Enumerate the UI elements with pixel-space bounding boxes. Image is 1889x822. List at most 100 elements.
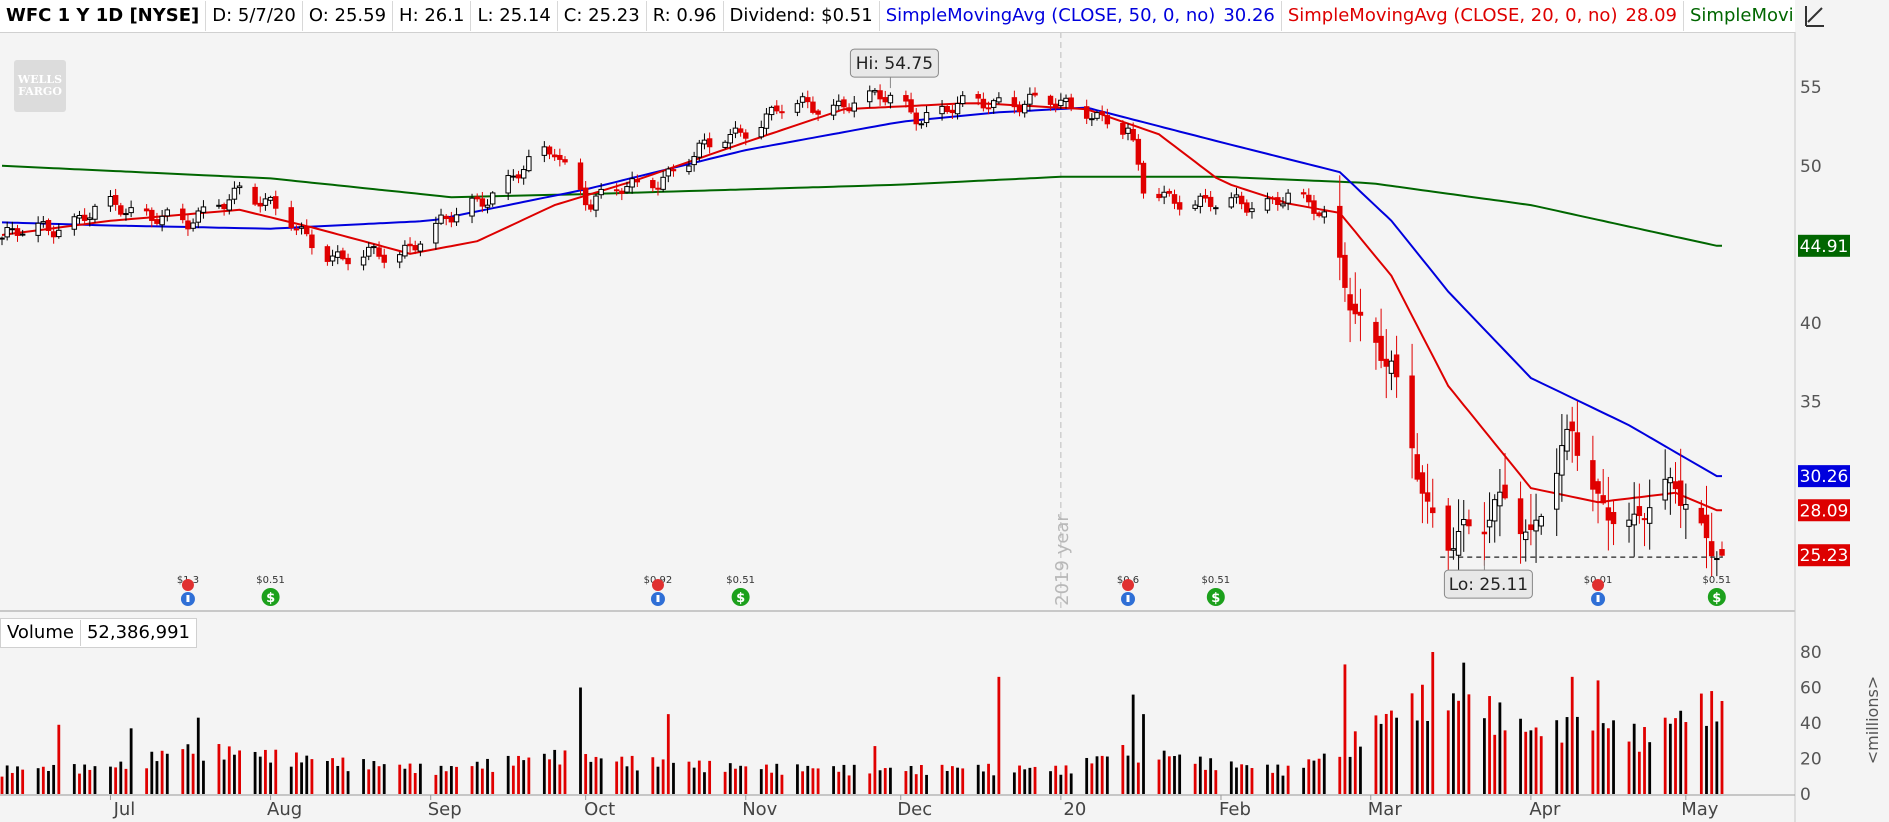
candle xyxy=(1047,94,1054,111)
candle-body xyxy=(1130,129,1136,141)
volume-bar xyxy=(1384,713,1388,794)
candle-body xyxy=(112,195,119,205)
price-badge: 25.23 xyxy=(1798,544,1850,567)
volume-bar xyxy=(1033,766,1037,794)
candle xyxy=(1600,468,1606,505)
candle-body xyxy=(1135,138,1142,165)
candle-body xyxy=(975,94,981,99)
volume-bar xyxy=(1379,723,1383,794)
candle-body xyxy=(1553,472,1560,510)
candle xyxy=(479,191,486,213)
candle-body xyxy=(505,175,511,194)
candle-body xyxy=(1523,531,1529,541)
time-tick-label: Jul xyxy=(113,799,136,820)
volume-bar xyxy=(341,757,345,794)
candle-body xyxy=(882,97,888,103)
volume-bar xyxy=(620,756,624,794)
candle-body xyxy=(1559,445,1565,476)
volume-bar xyxy=(57,724,61,794)
candle xyxy=(836,94,842,111)
sma50-label[interactable]: SimpleMovingAvg (CLOSE, 50, 0, no) xyxy=(885,5,1216,26)
volume-bar xyxy=(780,774,784,794)
volume-bar xyxy=(1353,731,1357,794)
candle-body xyxy=(1321,211,1328,218)
volume-bar xyxy=(444,771,448,794)
candle xyxy=(908,92,914,115)
candle-body xyxy=(329,255,336,262)
candle-body xyxy=(1316,212,1322,217)
candle xyxy=(262,193,269,211)
volume-bar xyxy=(1193,763,1197,794)
candle-body xyxy=(1197,195,1204,207)
volume-bar xyxy=(1317,758,1321,794)
volume-bar xyxy=(238,750,241,794)
candle-body xyxy=(1569,421,1575,432)
candle xyxy=(1125,123,1131,141)
candle xyxy=(257,196,263,213)
candle-body xyxy=(872,89,878,93)
candle xyxy=(1378,308,1384,369)
candle-body xyxy=(944,106,950,113)
candle xyxy=(691,151,697,172)
candle-body xyxy=(185,220,191,230)
volume-bar xyxy=(873,746,877,794)
sma200-label[interactable]: SimpleMovingAvg (CLOSE, 200, 0,... xyxy=(1690,5,1795,26)
price-badge: 28.09 xyxy=(1798,499,1850,522)
volume-bar xyxy=(449,766,453,794)
sma20-label[interactable]: SimpleMovingAvg (CLOSE, 20, 0, no) xyxy=(1287,5,1618,26)
candle-body xyxy=(1528,524,1534,531)
volume-bar xyxy=(987,763,990,794)
volume-bar xyxy=(1560,742,1564,794)
candle-body xyxy=(588,204,594,210)
volume-bar xyxy=(455,766,458,794)
volume-bar xyxy=(1209,758,1213,794)
earnings-bulb-glyph xyxy=(1596,595,1600,602)
volume-bar xyxy=(945,770,949,794)
candle xyxy=(732,121,739,139)
candle xyxy=(1393,335,1400,398)
volume-bar xyxy=(1121,745,1125,794)
volume-bar xyxy=(367,769,371,794)
candle-body xyxy=(851,102,857,112)
candle-body xyxy=(371,246,377,249)
candle-body xyxy=(87,217,93,220)
candle xyxy=(665,166,672,183)
candle xyxy=(76,210,83,224)
drawing-tool-icon[interactable] xyxy=(1803,2,1827,30)
candle xyxy=(1099,105,1105,122)
time-tick-label: Apr xyxy=(1529,799,1561,820)
candle xyxy=(1130,122,1136,142)
candle xyxy=(1342,242,1348,302)
candle-body xyxy=(923,112,930,124)
candle xyxy=(779,104,785,119)
candle xyxy=(1316,211,1322,218)
volume-bar xyxy=(1452,693,1455,794)
volume-bar xyxy=(1173,756,1176,794)
volume-bar xyxy=(114,767,118,794)
candle xyxy=(990,98,997,114)
candle-body xyxy=(14,228,21,236)
candle-body xyxy=(1342,254,1348,288)
volume-bar xyxy=(1245,765,1249,794)
candle xyxy=(396,251,403,269)
candle-body xyxy=(40,221,47,224)
dividend-icon xyxy=(261,588,280,606)
candle-body xyxy=(479,198,486,207)
volume-bar xyxy=(956,767,959,794)
candle xyxy=(1052,98,1059,113)
time-tick-label: Oct xyxy=(584,799,615,820)
candle-body xyxy=(1414,454,1420,480)
volume-bar xyxy=(52,764,56,794)
candle xyxy=(588,199,594,213)
candle-body xyxy=(763,113,770,129)
candle-body xyxy=(1636,506,1643,517)
volume-bar xyxy=(47,770,50,794)
volume-bar xyxy=(1555,720,1559,794)
symbol-label[interactable]: WFC 1 Y 1D [NYSE] xyxy=(0,1,207,31)
candle-body xyxy=(273,196,279,209)
volume-bar xyxy=(434,774,438,794)
candle-body xyxy=(107,196,114,207)
candle-body xyxy=(484,204,491,208)
candle-body xyxy=(613,189,620,192)
candle xyxy=(1533,493,1539,563)
